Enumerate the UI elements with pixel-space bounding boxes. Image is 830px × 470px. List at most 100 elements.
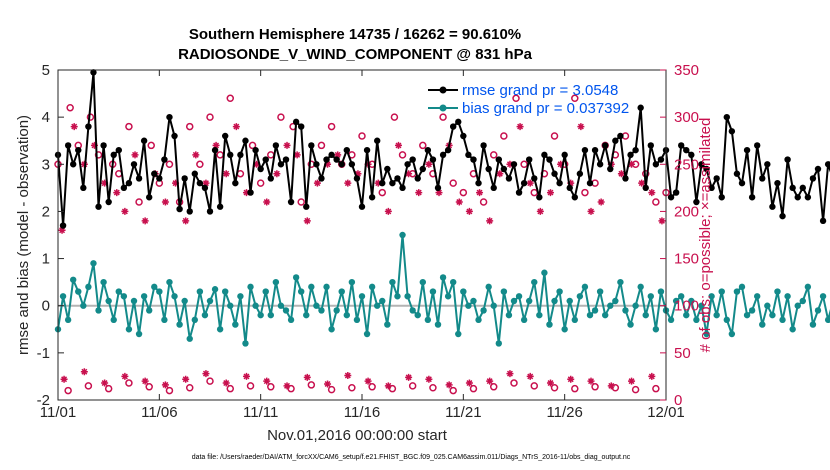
rmse-point bbox=[698, 161, 705, 168]
bias-point bbox=[748, 307, 756, 314]
y-right-tick-label: 0 bbox=[674, 392, 682, 409]
obs-assimilated-marker bbox=[465, 207, 473, 215]
obs-possible-marker bbox=[652, 384, 660, 393]
y-left-tick-label: -1 bbox=[37, 345, 50, 362]
bias-point bbox=[353, 316, 361, 324]
bias-point bbox=[708, 293, 715, 300]
obs-possible-marker bbox=[277, 113, 285, 121]
rmse-point bbox=[460, 132, 467, 140]
bias-point bbox=[80, 302, 87, 309]
rmse-point bbox=[465, 151, 472, 159]
bias-point bbox=[490, 302, 497, 309]
bias-point bbox=[591, 307, 599, 314]
obs-possible-marker bbox=[84, 382, 93, 390]
obs-assimilated-marker bbox=[516, 123, 524, 131]
bias-point bbox=[394, 293, 401, 300]
rmse-point bbox=[247, 189, 254, 196]
bias-point bbox=[551, 297, 558, 305]
rmse-point bbox=[819, 217, 827, 225]
obs-possible-marker bbox=[368, 383, 376, 391]
obs-possible-marker bbox=[419, 141, 427, 150]
x-tick-label: 11/21 bbox=[445, 404, 481, 421]
bias-point bbox=[678, 293, 685, 300]
rmse-point bbox=[667, 194, 675, 201]
bias-point bbox=[450, 278, 457, 286]
rmse-point bbox=[343, 146, 350, 154]
rmse-point bbox=[135, 175, 143, 182]
bias-point bbox=[799, 297, 806, 305]
bias-point bbox=[186, 335, 193, 342]
rmse-point bbox=[439, 151, 447, 159]
obs-possible-marker bbox=[388, 384, 397, 393]
obs-assimilated-marker bbox=[263, 377, 271, 385]
obs-possible-marker bbox=[307, 381, 316, 389]
rmse-point bbox=[480, 142, 487, 149]
bias-point bbox=[343, 311, 350, 319]
legend-bias-label: bias grand pr = 0.037392 bbox=[462, 100, 629, 117]
bias-point bbox=[718, 288, 725, 295]
obs-possible-marker bbox=[206, 377, 214, 385]
bias-point bbox=[617, 278, 624, 286]
rmse-point bbox=[728, 128, 736, 135]
rmse-point bbox=[384, 165, 391, 173]
rmse-point bbox=[586, 179, 594, 187]
rmse-point bbox=[596, 161, 604, 168]
bias-point bbox=[688, 297, 695, 305]
rmse-point bbox=[272, 142, 280, 149]
bias-point bbox=[789, 326, 796, 333]
rmse-point bbox=[551, 170, 558, 177]
bias-point bbox=[303, 311, 310, 319]
bias-point bbox=[257, 311, 264, 319]
bias-point bbox=[434, 321, 442, 328]
obs-assimilated-marker bbox=[222, 170, 230, 178]
obs-possible-marker bbox=[439, 113, 447, 121]
rmse-point bbox=[216, 203, 224, 210]
bias-point bbox=[819, 293, 827, 300]
obs-possible-marker bbox=[317, 141, 326, 150]
obs-possible-marker bbox=[581, 188, 589, 197]
bias-point bbox=[759, 321, 766, 328]
rmse-point bbox=[277, 161, 285, 168]
bias-point bbox=[500, 288, 508, 295]
rmse-point bbox=[814, 165, 822, 173]
rmse-point bbox=[713, 175, 720, 182]
bias-point bbox=[480, 307, 487, 314]
bias-point bbox=[125, 326, 133, 333]
bias-point bbox=[657, 288, 665, 295]
bias-point bbox=[738, 283, 746, 291]
bias-point bbox=[110, 316, 117, 324]
obs-assimilated-marker bbox=[121, 372, 129, 380]
rmse-point bbox=[733, 170, 741, 177]
rmse-point bbox=[429, 156, 437, 163]
rmse-point bbox=[166, 113, 173, 121]
obs-assimilated-marker bbox=[384, 382, 392, 390]
obs-assimilated-marker bbox=[486, 217, 494, 225]
rmse-point bbox=[622, 175, 629, 182]
obs-assimilated-marker bbox=[324, 160, 332, 168]
obs-assimilated-marker bbox=[425, 375, 433, 383]
rmse-point bbox=[779, 212, 786, 220]
bias-point bbox=[181, 297, 188, 305]
rmse-point bbox=[70, 161, 77, 168]
y-left-tick-label: 2 bbox=[42, 203, 50, 220]
obs-possible-marker bbox=[147, 141, 155, 150]
obs-possible-marker bbox=[125, 122, 133, 131]
rmse-point bbox=[647, 142, 654, 149]
rmse-point bbox=[363, 146, 371, 154]
rmse-point bbox=[764, 161, 771, 168]
rmse-point bbox=[282, 156, 290, 163]
bias-point bbox=[262, 288, 269, 295]
obs-assimilated-marker bbox=[415, 189, 423, 197]
rmse-point bbox=[536, 194, 543, 201]
bias-point bbox=[363, 330, 371, 338]
bias-point bbox=[166, 278, 173, 286]
rmse-point bbox=[708, 184, 715, 192]
obs-possible-marker bbox=[226, 384, 235, 393]
bias-point bbox=[338, 288, 345, 295]
bias-point bbox=[211, 286, 219, 293]
bias-point bbox=[809, 321, 817, 328]
rmse-point bbox=[237, 151, 244, 159]
obs-possible-marker bbox=[489, 151, 498, 159]
bias-point bbox=[70, 276, 77, 283]
obs-assimilated-marker bbox=[344, 179, 352, 187]
